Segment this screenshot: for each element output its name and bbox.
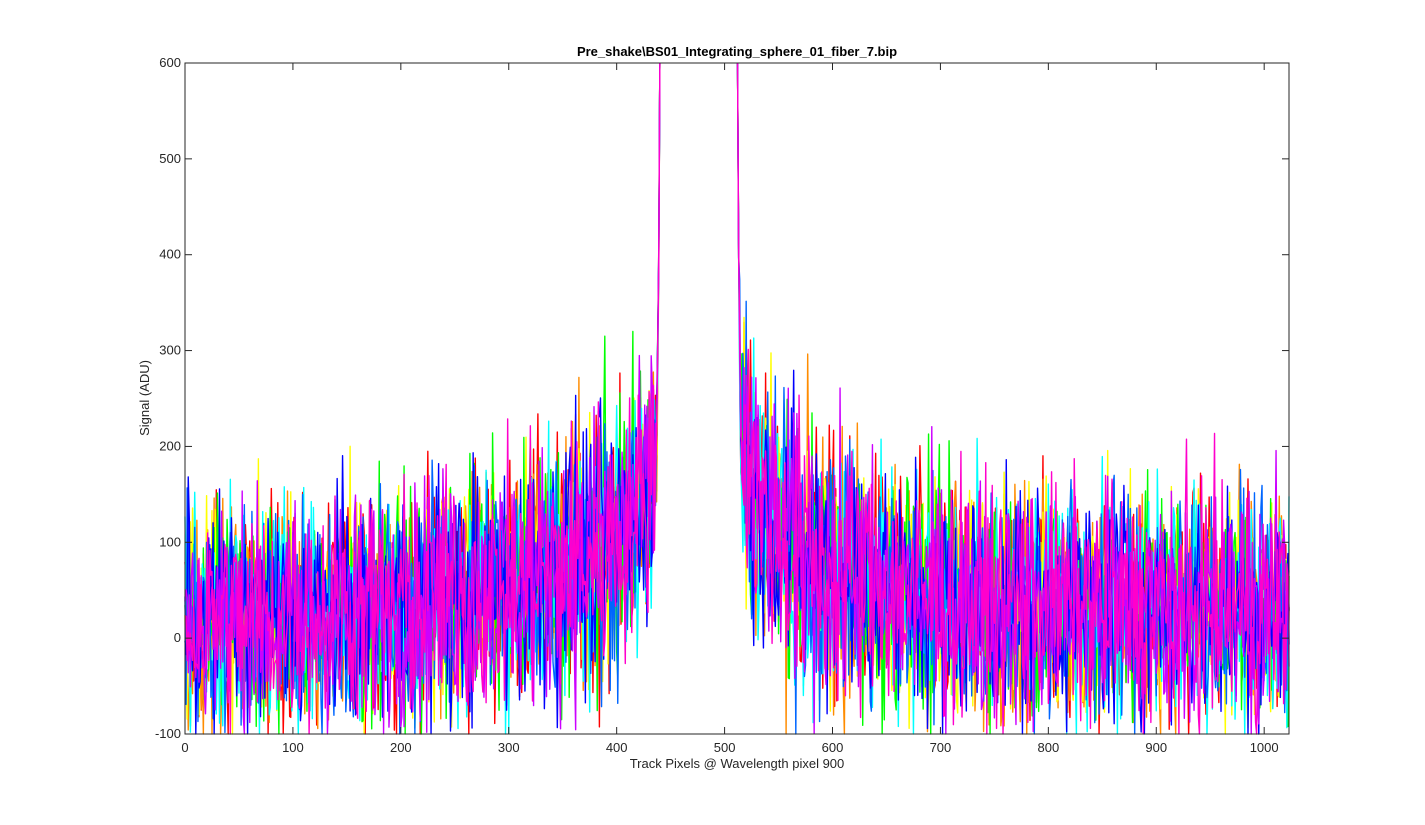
series-layer bbox=[184, 62, 1290, 735]
x-tick-label-100: 100 bbox=[282, 740, 304, 755]
axes-box bbox=[184, 62, 1290, 735]
y-tick-label-400: 400 bbox=[159, 247, 181, 262]
x-tick-label-600: 600 bbox=[822, 740, 844, 755]
x-tick-label-900: 900 bbox=[1145, 740, 1167, 755]
x-tick-label-700: 700 bbox=[930, 740, 952, 755]
series-line-9-right bbox=[736, 62, 1290, 735]
series-line-9-left bbox=[184, 62, 661, 735]
y-tick-label--100: -100 bbox=[155, 726, 181, 741]
y-tick-label-0: 0 bbox=[174, 630, 181, 645]
x-tick-label-800: 800 bbox=[1037, 740, 1059, 755]
ticks-layer: 0 100 200 300 400 500 600 700 800 900 1000-1000100… bbox=[155, 55, 1289, 755]
x-tick-label-200: 200 bbox=[390, 740, 412, 755]
x-axis-label: Track Pixels @ Wavelength pixel 900 bbox=[630, 756, 845, 771]
y-tick-label-300: 300 bbox=[159, 343, 181, 358]
y-axis-label: Signal (ADU) bbox=[137, 360, 152, 436]
y-tick-label-200: 200 bbox=[159, 438, 181, 453]
x-tick-label-300: 300 bbox=[498, 740, 520, 755]
x-tick-label-500: 500 bbox=[714, 740, 736, 755]
y-tick-label-100: 100 bbox=[159, 534, 181, 549]
x-tick-label-400: 400 bbox=[606, 740, 628, 755]
y-tick-label-600: 600 bbox=[159, 55, 181, 70]
y-tick-label-500: 500 bbox=[159, 151, 181, 166]
x-tick-label-0: 0 bbox=[181, 740, 188, 755]
x-tick-label-1000: 1000 bbox=[1250, 740, 1279, 755]
chart-title: Pre_shake\BS01_Integrating_sphere_01_fib… bbox=[577, 44, 897, 59]
